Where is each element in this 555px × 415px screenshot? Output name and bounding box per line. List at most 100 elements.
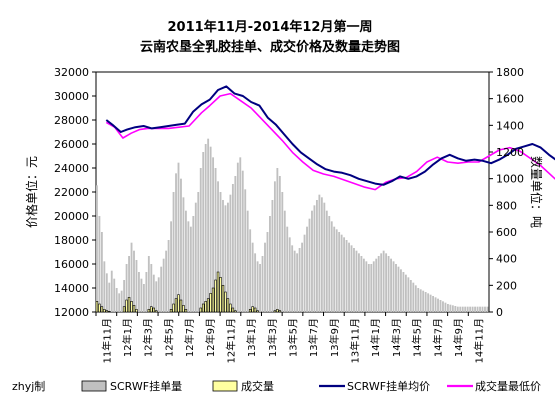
- chart-subtitle: 云南农垦全乳胶挂单、成交价格及数量走势图: [140, 39, 400, 55]
- y-tick-label: 32000: [54, 66, 89, 79]
- x-tick-label: 13年7月: [307, 318, 320, 357]
- deal-volume-bar: [130, 301, 133, 313]
- low-price-line: [105, 92, 555, 191]
- y-tick-label: 26000: [54, 138, 89, 151]
- volume-bar: [454, 306, 457, 312]
- volume-bar: [157, 277, 160, 312]
- volume-bar: [372, 261, 375, 312]
- volume-bar: [449, 304, 452, 312]
- volume-bar: [184, 210, 187, 312]
- volume-bar: [469, 306, 472, 312]
- volume-bar: [397, 266, 400, 312]
- volume-bar: [479, 306, 481, 312]
- volume-bar: [222, 200, 224, 312]
- legend: zhyj制 SCRWF挂单量 成交量 SCRWF挂单均价 成交量最低价: [12, 379, 541, 393]
- volume-bar: [456, 306, 459, 312]
- y-tick-label: 22000: [54, 186, 89, 199]
- deal-volume-bar: [95, 301, 99, 313]
- volume-bar: [387, 256, 390, 312]
- volume-bar: [303, 234, 306, 312]
- y2-tick-label: 400: [496, 253, 517, 266]
- volume-bar: [246, 210, 249, 312]
- legend-low-price-label: 成交量最低价: [475, 379, 541, 393]
- volume-bar: [217, 181, 219, 312]
- volume-bar: [128, 256, 130, 312]
- volume-bar: [261, 256, 264, 312]
- y-tick-label: 18000: [54, 234, 89, 247]
- volume-bar: [464, 306, 467, 312]
- volume-bar: [313, 205, 316, 312]
- volume-bar: [192, 216, 195, 312]
- volume-bar: [474, 306, 477, 312]
- volume-bar: [145, 272, 148, 312]
- volume-bar: [481, 306, 484, 312]
- volume-bar: [390, 258, 392, 312]
- volume-bar: [269, 216, 271, 312]
- volume-bar: [273, 181, 276, 312]
- volume-bar: [283, 210, 286, 312]
- volume-bar: [123, 280, 126, 312]
- deal-volume-bar: [221, 285, 225, 313]
- deal-volume-bar: [209, 293, 212, 313]
- axes: 1200014000160001800020000220002400026000…: [54, 66, 524, 363]
- deal-volume-bar: [226, 298, 230, 313]
- y-tick-label: 16000: [54, 258, 89, 271]
- volume-bar: [308, 218, 311, 312]
- volume-bar: [355, 250, 358, 312]
- volume-bar: [414, 285, 417, 312]
- volume-bar: [286, 226, 289, 312]
- volume-bar: [293, 250, 296, 312]
- volume-bar: [380, 253, 383, 312]
- volume-bar: [409, 280, 412, 312]
- volume-bar: [375, 258, 378, 312]
- volume-bar: [147, 256, 150, 312]
- volume-bar: [118, 293, 121, 312]
- volume-bar: [167, 240, 170, 312]
- volume-bar: [199, 168, 202, 312]
- x-tick-label: 13年9月: [328, 318, 341, 357]
- volume-bar: [172, 192, 175, 312]
- volume-bar: [180, 178, 182, 312]
- deal-volume-bar: [125, 299, 128, 313]
- y-tick-label: 28000: [54, 114, 89, 127]
- volume-bar: [392, 261, 395, 312]
- deal-volume-bar: [172, 303, 175, 313]
- volume-bar: [259, 264, 261, 312]
- volume-bars: [96, 138, 489, 312]
- volume-bar: [115, 288, 118, 312]
- volume-bar: [224, 205, 227, 312]
- x-tick-label: 12年3月: [142, 318, 155, 357]
- x-tick-label: 13年5月: [287, 318, 300, 357]
- deal-volume-bar: [224, 291, 227, 313]
- volume-bar: [338, 232, 341, 312]
- deal-volume-bar: [231, 307, 235, 313]
- deal-volume-bar: [206, 298, 210, 313]
- volume-bar: [429, 294, 432, 312]
- volume-bar: [162, 258, 165, 312]
- volume-bar: [244, 189, 247, 312]
- deal-volume-bar: [177, 294, 180, 313]
- volume-bar: [98, 216, 101, 312]
- volume-bar: [177, 162, 180, 312]
- deal-volume-bar: [256, 310, 259, 313]
- volume-bar: [194, 202, 197, 312]
- volume-bar: [367, 264, 370, 312]
- volume-bar: [130, 242, 133, 312]
- y2-tick-label: 800: [496, 199, 517, 212]
- deal-volume-bar: [152, 307, 156, 313]
- x-tick-label: 14年11月: [473, 318, 486, 363]
- volume-bar: [461, 306, 464, 312]
- legend-deal-volume-swatch: [212, 380, 238, 392]
- volume-bar: [296, 253, 299, 312]
- volume-bar: [298, 248, 301, 312]
- volume-bar: [422, 290, 425, 312]
- volume-bar: [271, 200, 274, 312]
- volume-bar: [214, 168, 217, 312]
- legend-volume-label: SCRWF挂单量: [110, 379, 182, 393]
- volume-bar: [471, 306, 474, 312]
- volume-bar: [227, 202, 229, 312]
- volume-bar: [360, 256, 363, 312]
- volume-bar: [350, 245, 353, 312]
- x-tick-label: 12年11月: [224, 318, 237, 363]
- volume-bar: [330, 221, 333, 312]
